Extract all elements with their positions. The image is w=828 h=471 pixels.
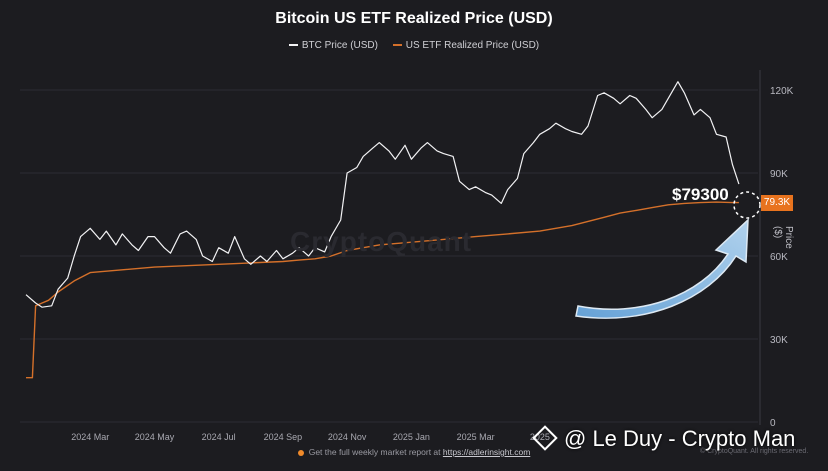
y-tick-label: 120K	[770, 86, 794, 97]
y-tick-label: 0	[770, 418, 776, 429]
copyright: © CryptoQuant. All rights reserved.	[700, 448, 809, 455]
legend: BTC Price (USD) US ETF Realized Price (U…	[0, 40, 828, 51]
x-tick-label: 2024 Jul	[202, 432, 236, 442]
footer-note: Get the full weekly market report at htt…	[0, 447, 828, 457]
current-value-tag: 79.3K	[761, 195, 793, 211]
y-tick-label: 60K	[770, 252, 788, 263]
footer-text: Get the full weekly market report at	[308, 447, 441, 457]
price-callout: $79300	[672, 185, 729, 204]
series-line-etf-realized-price	[26, 201, 739, 379]
x-tick-label: 2024 May	[135, 432, 175, 442]
highlight-circle-icon	[733, 191, 761, 219]
y-tick-label: 90K	[770, 169, 788, 180]
legend-swatch-etf	[392, 44, 402, 47]
signature-text: @ Le Duy - Crypto Man	[564, 426, 796, 451]
x-tick-label: 2024 Sep	[264, 432, 303, 442]
arrow-icon	[575, 218, 749, 319]
signature: @ Le Duy - Crypto Man	[532, 425, 796, 452]
y-tick-labels: 0 30K 60K 90K 120K	[770, 86, 794, 429]
legend-swatch-btc	[288, 44, 298, 47]
x-tick-label: 2025 Mar	[457, 432, 495, 442]
x-tick-label: 2025 Jan	[393, 432, 430, 442]
brand-watermark: CryptoQuant	[290, 226, 473, 257]
y-axis-label: Price ($)	[772, 226, 794, 249]
x-tick-label: 2024 Nov	[328, 432, 367, 442]
series-lines	[25, 81, 740, 379]
x-tick-label: 2025	[530, 432, 550, 442]
y-tick-label: 30K	[770, 335, 788, 346]
legend-item-etf[interactable]: US ETF Realized Price (USD)	[392, 40, 540, 51]
diamond-logo-icon	[532, 425, 558, 451]
x-tick-labels: 2024 Mar 2024 May 2024 Jul 2024 Sep 2024 Nov…	[71, 432, 550, 442]
legend-item-btc[interactable]: BTC Price (USD)	[288, 40, 378, 51]
legend-label-btc: BTC Price (USD)	[301, 40, 378, 51]
x-tick-label: 2024 Mar	[71, 432, 109, 442]
gridlines	[20, 70, 761, 425]
footer-dot-icon	[297, 449, 304, 456]
chart-title: Bitcoin US ETF Realized Price (USD)	[275, 10, 553, 27]
legend-label-etf: US ETF Realized Price (USD)	[405, 40, 540, 51]
footer-link[interactable]: https://adlerinsight.com	[442, 447, 531, 457]
series-line-btc-price	[25, 81, 740, 308]
